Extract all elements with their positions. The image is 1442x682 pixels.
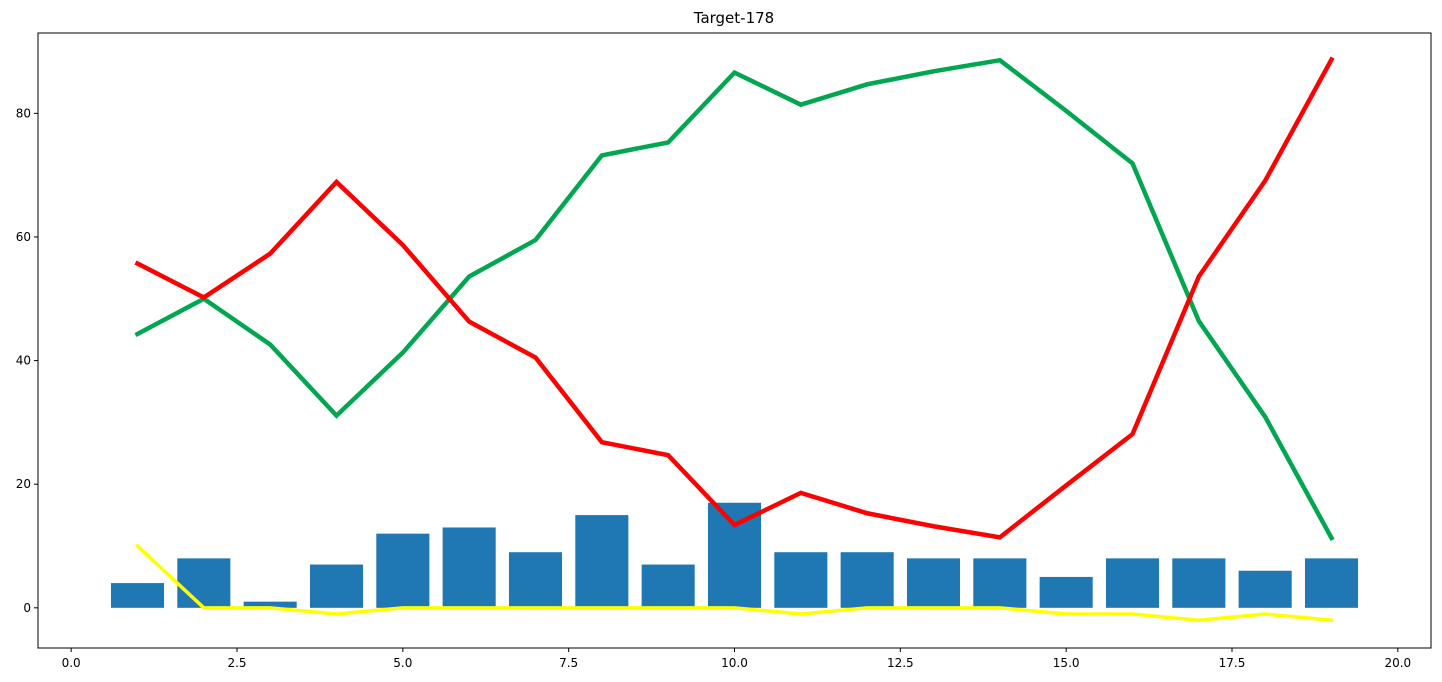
bar-11 bbox=[774, 552, 828, 608]
bars-layer bbox=[110, 502, 1359, 608]
series-line-2 bbox=[134, 56, 1335, 540]
bar-7 bbox=[508, 552, 563, 608]
bar-18 bbox=[1238, 570, 1292, 608]
y-tick-label: 80 bbox=[16, 106, 31, 120]
x-axis-ticks: 0.0 2.5 5.0 7.5 10.0 12.5 15.0 17.5 20.0 bbox=[62, 648, 1411, 670]
bar-12 bbox=[840, 552, 894, 608]
x-tick-label: 0.0 bbox=[62, 656, 81, 670]
bar-4 bbox=[309, 564, 364, 608]
x-tick-label: 12.5 bbox=[887, 656, 914, 670]
bar-3 bbox=[243, 601, 297, 608]
bar-14 bbox=[973, 558, 1027, 608]
bar-1 bbox=[110, 583, 165, 608]
y-axis-ticks: 0 20 40 60 80 bbox=[16, 106, 38, 615]
bar-2 bbox=[177, 558, 231, 608]
x-tick-label: 10.0 bbox=[721, 656, 748, 670]
y-tick-label: 0 bbox=[23, 601, 31, 615]
bar-10 bbox=[707, 502, 762, 608]
lines-layer bbox=[134, 56, 1335, 623]
bar-15 bbox=[1039, 576, 1093, 608]
bar-17 bbox=[1172, 558, 1226, 608]
series-line-3 bbox=[135, 543, 1334, 623]
x-tick-label: 20.0 bbox=[1384, 656, 1411, 670]
bar-13 bbox=[906, 558, 961, 608]
x-tick-label: 2.5 bbox=[227, 656, 246, 670]
x-tick-label: 17.5 bbox=[1219, 656, 1246, 670]
bar-5 bbox=[376, 533, 430, 608]
x-tick-label: 5.0 bbox=[393, 656, 412, 670]
bar-9 bbox=[641, 564, 695, 608]
chart-title: Target-178 bbox=[693, 9, 774, 27]
y-tick-label: 40 bbox=[16, 354, 31, 368]
bar-19 bbox=[1304, 558, 1359, 608]
bar-8 bbox=[575, 515, 629, 608]
series-line-1 bbox=[134, 57, 1335, 542]
bar-6 bbox=[442, 527, 496, 608]
x-tick-label: 15.0 bbox=[1053, 656, 1080, 670]
x-tick-label: 7.5 bbox=[559, 656, 578, 670]
y-tick-label: 20 bbox=[16, 477, 31, 491]
y-tick-label: 60 bbox=[16, 230, 31, 244]
bar-16 bbox=[1105, 558, 1160, 608]
